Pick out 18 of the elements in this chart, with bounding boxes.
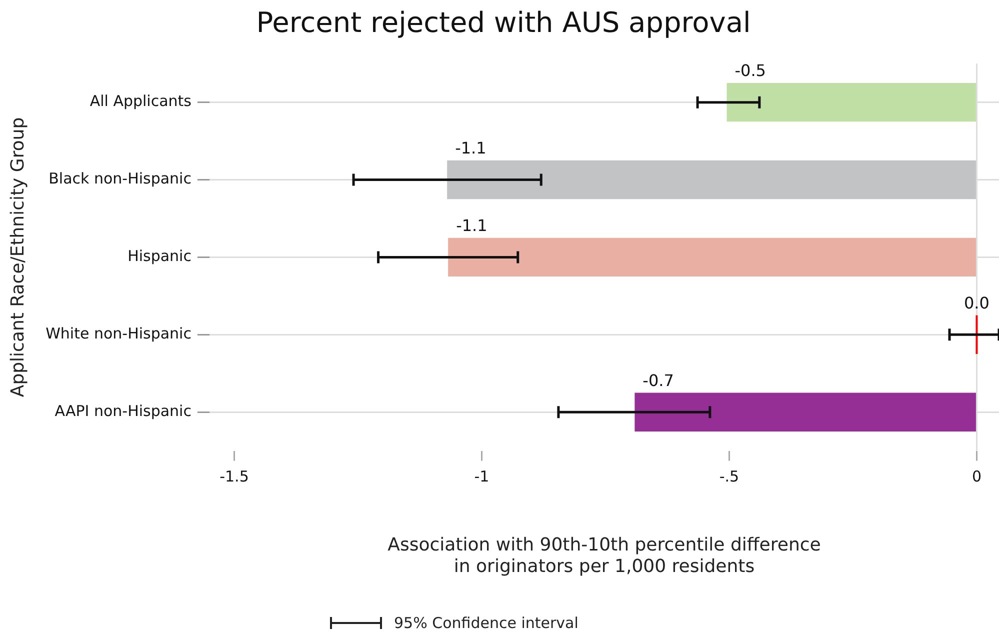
y-tick-label: Hispanic	[128, 247, 192, 266]
y-tick-label: White non-Hispanic	[46, 324, 192, 343]
data-label: -1.1	[456, 216, 488, 235]
x-tick-label: 0	[972, 468, 982, 486]
y-tick-label: All Applicants	[90, 92, 192, 110]
data-label: -1.1	[455, 138, 486, 158]
chart-title: Percent rejected with AUS approval	[256, 6, 751, 40]
y-tick-label: Black non-Hispanic	[48, 170, 192, 188]
text: 95% Confidence interval	[394, 614, 578, 632]
data-label: 0.0	[964, 293, 990, 312]
x-axis-title: Association with 90th-10th percentile difference in originators per 1,000 residents	[388, 534, 821, 577]
x-tick-label: -1	[474, 468, 490, 486]
data-label: -0.5	[734, 61, 766, 80]
y-axis-title: Applicant Race/Ethnicity Group	[7, 117, 28, 398]
x-tick-label: -.5	[719, 468, 740, 486]
x-tick-label: -1.5	[220, 468, 249, 486]
y-tick-label: AAPI non-Hispanic	[54, 402, 192, 420]
data-label: -0.7	[642, 370, 674, 390]
